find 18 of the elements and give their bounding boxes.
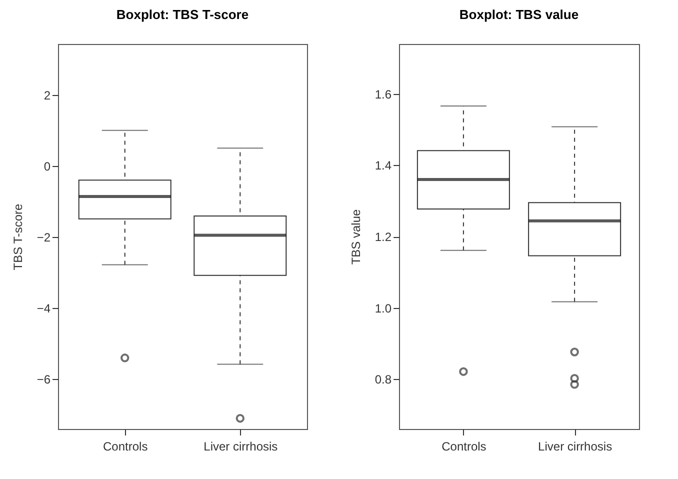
y-tick-label: 0.8: [374, 372, 392, 387]
y-axis-title: TBS T-score: [10, 203, 25, 270]
x-tick-label: Controls: [103, 440, 148, 454]
y-tick-label: 0: [44, 159, 51, 174]
x-tick-label: Controls: [442, 440, 486, 454]
y-tick-label: −4: [36, 302, 51, 316]
x-tick-label: Liver cirrhosis: [538, 440, 612, 454]
y-axis-title: TBS value: [348, 208, 363, 265]
y-tick-label: 1.4: [374, 158, 392, 173]
x-tick-label: Liver cirrhosis: [204, 440, 278, 454]
y-tick-label: 1.6: [374, 87, 392, 102]
y-tick-label: −6: [36, 372, 51, 387]
y-tick-label: 1.0: [374, 301, 392, 316]
y-tick-label: 2: [44, 88, 51, 102]
y-tick-label: 1.2: [374, 230, 392, 244]
chart-title: Boxplot: TBS T-score: [116, 7, 249, 22]
y-tick-label: −2: [36, 230, 51, 245]
chart-title: Boxplot: TBS value: [459, 7, 579, 22]
